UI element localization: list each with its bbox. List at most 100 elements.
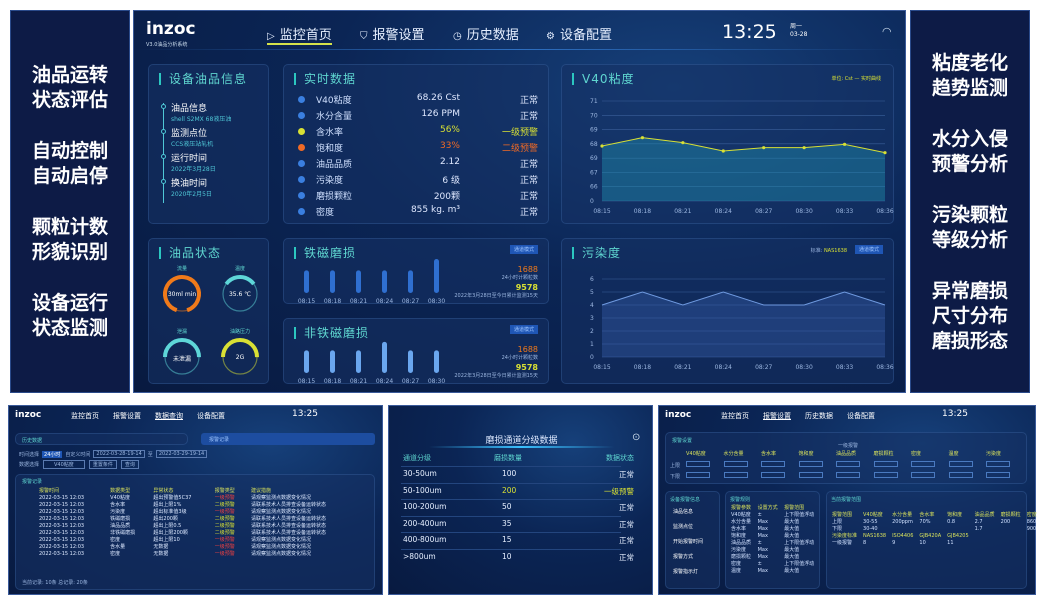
threshold-input[interactable] <box>686 461 710 467</box>
cell: 超出预警值5C37 <box>153 495 192 501</box>
mode-badge[interactable]: 通道模式 <box>509 325 538 334</box>
nav-tab[interactable]: ▷ 监控首页 <box>267 24 332 45</box>
threshold-input[interactable] <box>761 461 785 467</box>
table-row[interactable]: 2022-03-15 12:03 密度 超出上限10 一级预警 请观察监测点数据变化情况 <box>36 537 361 544</box>
nav-tab[interactable]: 设备配置 <box>847 412 875 420</box>
feature-group: 水分入侵 预警分析 <box>911 127 1029 177</box>
bar[interactable] <box>304 270 309 293</box>
threshold-input[interactable] <box>761 472 785 478</box>
table-row[interactable]: 2022-03-15 12:03 含水量 无数据 一级预警 请观察监测点数据变化情况 <box>36 544 361 551</box>
threshold-input[interactable] <box>948 461 973 467</box>
threshold-input[interactable] <box>911 472 935 478</box>
row-name: V40粘度 <box>316 96 352 106</box>
column-header: 数据类型 <box>110 488 131 494</box>
bar[interactable] <box>304 350 309 373</box>
cell: 2022-03-15 12:03 <box>39 544 85 550</box>
quick-range-button[interactable]: 24小时 <box>42 450 63 458</box>
threshold-input[interactable] <box>798 461 823 467</box>
bar[interactable] <box>434 259 439 293</box>
gauge: 温度 35.6 ℃ <box>215 265 265 320</box>
table-row[interactable]: 2022-03-15 12:03 污染度 超出标准值3级 一级预警 请观察监测点数据变化… <box>36 509 361 516</box>
bar[interactable] <box>330 350 335 373</box>
tab-label: 报警记录 <box>209 437 230 443</box>
cell <box>889 526 916 533</box>
bar[interactable] <box>356 270 361 293</box>
nav-tab[interactable]: 监控首页 <box>71 412 99 420</box>
param-label: 污染度 <box>986 451 1002 457</box>
data-point[interactable] <box>681 141 685 145</box>
table-row[interactable]: 2022-03-15 12:03 铁磁磨损 超出200颗 二级预警 请联系技术人员排查设… <box>36 516 361 523</box>
feature-text: 预警分析 <box>931 153 1008 175</box>
nonferro-count: 1688 <box>517 345 538 354</box>
data-point[interactable] <box>762 146 766 150</box>
data-point[interactable] <box>842 142 847 146</box>
table-row[interactable]: 2022-03-15 12:03 密度 无数据 一级预警 请观察监测点数据变化情况 <box>36 551 361 558</box>
bar[interactable] <box>408 270 413 293</box>
threshold-input[interactable] <box>986 472 1010 478</box>
nav-tab[interactable]: ⛉ 报警设置 <box>360 24 425 43</box>
threshold-input[interactable] <box>873 472 898 478</box>
next-icon[interactable]: ⊙ <box>632 432 641 443</box>
data-point[interactable] <box>883 151 887 155</box>
data-point[interactable] <box>640 136 645 140</box>
nav-tab[interactable]: 报警设置 <box>763 412 791 420</box>
oil-info-item: 监测点位 CCS液压站轧机 <box>161 126 213 148</box>
to-date-input[interactable]: 2022-03-29-19-14 <box>155 450 208 458</box>
table-row: 水分含量 Max 最大值 <box>728 519 818 526</box>
wifi-icon[interactable]: ◠ <box>882 25 892 38</box>
mode-badge[interactable]: 通道模式 <box>509 245 538 254</box>
bar[interactable] <box>382 341 387 373</box>
query-button[interactable]: 查询 <box>120 460 139 469</box>
threshold-input[interactable] <box>986 461 1010 467</box>
bar[interactable] <box>330 270 335 293</box>
ferro-total: 9578 <box>515 283 538 292</box>
to-separator: 至 <box>147 451 153 458</box>
from-date-input[interactable]: 2022-03-28-19-14 <box>93 450 145 458</box>
dashboard-main: inzoc V3.0油品分析系统 13:25 周一 03-28 ◠ 设备油品信息 … <box>133 10 907 393</box>
data-point[interactable] <box>600 144 604 148</box>
data-point[interactable] <box>721 149 725 153</box>
threshold-input[interactable] <box>836 461 860 467</box>
bar[interactable] <box>356 350 361 373</box>
threshold-input[interactable] <box>836 472 860 478</box>
nav-tab[interactable]: 监控首页 <box>721 412 749 420</box>
bar[interactable] <box>382 270 387 293</box>
x-tick-label: 08:21 <box>674 208 691 215</box>
timeline-dot <box>161 179 166 184</box>
threshold-input[interactable] <box>798 472 823 478</box>
data-select[interactable]: V40粘度 <box>43 460 85 469</box>
row-value: 855 kg. m³ <box>410 205 460 215</box>
nav-tab[interactable]: 历史数据 <box>805 412 833 420</box>
row-name: 密度 <box>316 208 335 218</box>
nav-tab[interactable]: 设备配置 <box>197 412 225 420</box>
cell: V40粘度 <box>110 495 130 501</box>
mode-badge[interactable]: 通道模式 <box>854 245 883 254</box>
table-row[interactable]: 2022-03-15 12:03 油品品质 超出上限0.5 二级预警 请联系技术人员排查… <box>36 523 361 530</box>
cell: 请观察监测点数据变化情况 <box>251 495 312 501</box>
table-row[interactable]: 2022-03-15 12:03 非铁磁磨损 超出上限200颗 二级预警 请联系技术人员… <box>36 530 361 537</box>
nav-tab[interactable]: ◷ 历史数据 <box>453 24 519 43</box>
row-status: 正常 <box>519 112 538 122</box>
table-row[interactable]: 2022-03-15 12:03 V40粘度 超出预警值5C37 一级预警 请观察监测点… <box>36 495 361 502</box>
realtime-row: 水分含量 126 PPM 正常 <box>298 109 538 125</box>
threshold-input[interactable] <box>723 461 748 467</box>
status-dot-icon <box>298 144 305 151</box>
feature-panel-right: 粘度老化 趋势监测 水分入侵 预警分析 污染颗粒 等级分析 异常磨损 尺寸分布 磨损形态 <box>910 10 1030 393</box>
nav-tab[interactable]: ⚙ 设备配置 <box>546 24 612 43</box>
bar[interactable] <box>408 350 413 373</box>
threshold-input[interactable] <box>723 472 748 478</box>
nav-tab[interactable]: 报警设置 <box>113 412 141 420</box>
nav-tab[interactable]: 数据查询 <box>155 412 183 420</box>
threshold-input[interactable] <box>873 461 898 467</box>
reset-button[interactable]: 重置条件 <box>88 460 117 469</box>
threshold-input[interactable] <box>911 461 935 467</box>
data-point[interactable] <box>802 146 806 150</box>
threshold-input[interactable] <box>948 472 973 478</box>
table-row[interactable]: 2022-03-15 12:03 含水率 超出上限1% 二级预警 请联系技术人员排查设备… <box>36 502 361 509</box>
alarm-level: 一级报警 <box>838 443 859 449</box>
table-row: 油品品质 ± 上下限值浮动 <box>728 540 818 547</box>
bar[interactable] <box>434 350 439 373</box>
threshold-input[interactable] <box>686 472 710 478</box>
tab-alarm-records[interactable]: 报警记录 <box>201 433 375 445</box>
custom-range-button[interactable]: 自定义时间 <box>65 451 91 458</box>
